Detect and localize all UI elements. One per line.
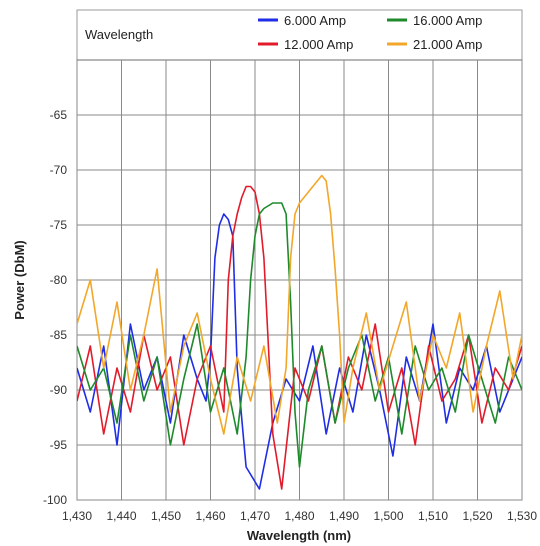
x-tick-label: 1,530: [507, 509, 537, 523]
x-tick-label: 1,440: [106, 509, 136, 523]
y-tick-label: -85: [50, 328, 68, 342]
x-axis-ticks: 1,430 1,440 1,450 1,460 1,470 1,480 1,490 1,500…: [62, 509, 537, 523]
series-line: [77, 185, 522, 490]
legend-label: 12.000 Amp: [284, 37, 353, 52]
y-tick-label: -100: [43, 493, 67, 507]
chart-title: Wavelength: [85, 27, 153, 42]
legend-label: 21.000 Amp: [413, 37, 482, 52]
y-tick-label: -65: [50, 108, 68, 122]
y-tick-label: -95: [50, 438, 68, 452]
series-line: [77, 174, 522, 435]
y-tick-label: -90: [50, 383, 68, 397]
x-tick-label: 1,500: [373, 509, 403, 523]
y-tick-label: -80: [50, 273, 68, 287]
legend: 6.000 Amp 16.000 Amp 12.000 Amp 21.000 Amp: [258, 13, 482, 52]
x-tick-label: 1,460: [195, 509, 225, 523]
y-tick-label: -75: [50, 218, 68, 232]
series-line: [77, 202, 522, 468]
series-layer: [77, 174, 522, 490]
x-tick-label: 1,450: [151, 509, 181, 523]
series-line: [77, 213, 522, 490]
grid: [76, 60, 523, 501]
y-axis-title: Power (DbM): [12, 240, 27, 319]
chart-header-panel: [76, 9, 523, 61]
x-tick-label: 1,510: [418, 509, 448, 523]
legend-label: 6.000 Amp: [284, 13, 346, 28]
y-axis-ticks: -100 -95 -90 -85 -80 -75 -70 -65: [43, 108, 67, 507]
x-tick-label: 1,520: [462, 509, 492, 523]
legend-label: 16.000 Amp: [413, 13, 482, 28]
x-axis-title: Wavelength (nm): [247, 528, 351, 543]
x-tick-label: 1,490: [329, 509, 359, 523]
x-tick-label: 1,470: [240, 509, 270, 523]
y-tick-label: -70: [50, 163, 68, 177]
x-tick-label: 1,430: [62, 509, 92, 523]
x-tick-label: 1,480: [284, 509, 314, 523]
